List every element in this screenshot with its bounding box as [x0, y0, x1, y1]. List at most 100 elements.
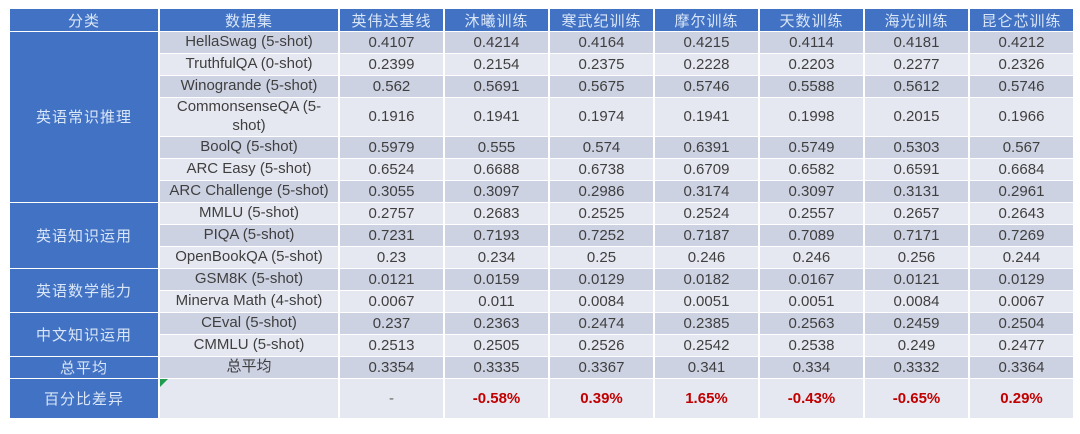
value-cell: 0.249: [863, 333, 970, 357]
value-cell: 0.6688: [443, 157, 550, 181]
value-cell: 0.3097: [443, 179, 550, 203]
value-cell: 0.3364: [968, 355, 1075, 379]
value-cell: 0.2015: [863, 97, 970, 137]
value-cell: 0.1941: [653, 97, 760, 137]
value-cell: 0.2563: [758, 311, 865, 335]
table-row: Minerva Math (4-shot) 0.0067 0.011 0.0084 0.…: [9, 289, 1075, 313]
dataset-cell: TruthfulQA (0-shot): [158, 53, 340, 76]
value-cell: 0.3131: [863, 179, 970, 203]
value-cell: 0.5588: [758, 75, 865, 98]
value-cell: 0.5746: [968, 75, 1075, 98]
dataset-cell: Minerva Math (4-shot): [158, 289, 340, 313]
dataset-cell: 总平均: [158, 355, 340, 379]
value-cell: 0.4212: [968, 31, 1075, 54]
value-cell: 0.2504: [968, 311, 1075, 335]
column-header-5: 摩尔训练: [653, 8, 760, 32]
column-header-3: 沐曦训练: [443, 8, 550, 32]
dataset-cell: CommonsenseQA (5-shot): [158, 97, 340, 137]
value-cell: 0.2277: [863, 53, 970, 76]
diff-value-cell: 0.39%: [548, 377, 655, 419]
value-cell: 0.246: [653, 245, 760, 269]
value-cell: 0.3174: [653, 179, 760, 203]
dataset-cell: HellaSwag (5-shot): [158, 31, 340, 54]
column-header-8: 昆仑芯训练: [968, 8, 1075, 32]
value-cell: 0.0051: [758, 289, 865, 313]
table-row: 百分比差异 - -0.58% 0.39% 1.65% -0.43% -0.65% 0.29%: [8, 377, 1075, 419]
benchmark-table: 分类 数据集 英伟达基线 沐曦训练 寒武纪训练 摩尔训练 天数训练 海光训练 昆仑芯训练 英语常…: [8, 8, 1075, 419]
value-cell: 0.7187: [653, 223, 760, 247]
value-cell: 0.2399: [338, 53, 445, 76]
table-row: ARC Easy (5-shot) 0.6524 0.6688 0.6738 0.670…: [9, 157, 1075, 181]
table-row: CMMLU (5-shot) 0.2513 0.2505 0.2526 0.2542 0.…: [9, 333, 1075, 357]
category-cell: 百分比差异: [8, 377, 160, 419]
dataset-cell: CMMLU (5-shot): [158, 333, 340, 357]
value-cell: 0.2643: [968, 201, 1075, 225]
value-cell: 0.7089: [758, 223, 865, 247]
value-cell: 0.2203: [758, 53, 865, 76]
value-cell: 0.23: [338, 245, 445, 269]
value-cell: 0.3055: [338, 179, 445, 203]
value-cell: 0.2228: [653, 53, 760, 76]
diff-value-cell: -0.65%: [863, 377, 970, 419]
value-cell: 0.2363: [443, 311, 550, 335]
value-cell: 0.256: [863, 245, 970, 269]
value-cell: 0.0067: [338, 289, 445, 313]
value-cell: 0.567: [968, 135, 1075, 159]
header-row: 分类 数据集 英伟达基线 沐曦训练 寒武纪训练 摩尔训练 天数训练 海光训练 昆仑芯训练: [8, 8, 1075, 32]
cell-error-indicator-icon: [161, 379, 168, 387]
value-cell: 0.2683: [443, 201, 550, 225]
value-cell: 0.1974: [548, 97, 655, 137]
category-cell: 总平均: [8, 355, 160, 379]
value-cell: 0.5749: [758, 135, 865, 159]
value-cell: 0.4114: [758, 31, 865, 54]
value-cell: 0.5303: [863, 135, 970, 159]
table-row: 英语知识运用 MMLU (5-shot) 0.2757 0.2683 0.2525 0.2…: [8, 201, 1075, 269]
value-cell: 0.0121: [863, 267, 970, 291]
diff-value-cell: 0.29%: [968, 377, 1075, 419]
value-cell: 0.2505: [443, 333, 550, 357]
value-cell: 0.6684: [968, 157, 1075, 181]
value-cell: 0.4107: [338, 31, 445, 54]
value-cell: 0.25: [548, 245, 655, 269]
value-cell: 0.6738: [548, 157, 655, 181]
value-cell: 0.4164: [548, 31, 655, 54]
table-row: 英语常识推理 HellaSwag (5-shot) 0.4107 0.4214 0.41…: [8, 31, 1075, 203]
value-cell: 0.6524: [338, 157, 445, 181]
dataset-cell: Winogrande (5-shot): [158, 75, 340, 98]
value-cell: 0.574: [548, 135, 655, 159]
value-cell: 0.0159: [443, 267, 550, 291]
value-cell: 0.234: [443, 245, 550, 269]
table-row: 英语数学能力 GSM8K (5-shot) 0.0121 0.0159 0.0129 0.…: [8, 267, 1075, 313]
category-cell: 英语知识运用: [8, 201, 160, 269]
value-cell: 0.246: [758, 245, 865, 269]
value-cell: 0.3367: [548, 355, 655, 379]
table-row: Winogrande (5-shot) 0.562 0.5691 0.5675 0.57…: [9, 75, 1075, 98]
table-row: PIQA (5-shot) 0.7231 0.7193 0.7252 0.7187 0.7…: [9, 223, 1075, 247]
value-cell: 0.0121: [338, 267, 445, 291]
value-cell: 0.2154: [443, 53, 550, 76]
value-cell: 0.7252: [548, 223, 655, 247]
table-row: BoolQ (5-shot) 0.5979 0.555 0.574 0.6391 0.57…: [9, 135, 1075, 159]
table-row: ARC Challenge (5-shot) 0.3055 0.3097 0.2986…: [9, 179, 1075, 203]
value-cell: 0.2385: [653, 311, 760, 335]
value-cell: 0.2375: [548, 53, 655, 76]
value-cell: 0.2477: [968, 333, 1075, 357]
dataset-cell: [158, 377, 340, 419]
value-cell: 0.2557: [758, 201, 865, 225]
value-cell: 0.5612: [863, 75, 970, 98]
value-cell: -: [338, 377, 445, 419]
value-cell: 0.3335: [443, 355, 550, 379]
category-cell: 中文知识运用: [8, 311, 160, 357]
diff-value-cell: 1.65%: [653, 377, 760, 419]
table-body: 英语常识推理 HellaSwag (5-shot) 0.4107 0.4214 0.41…: [8, 31, 1075, 419]
value-cell: 0.7231: [338, 223, 445, 247]
value-cell: 0.2474: [548, 311, 655, 335]
table-row: CommonsenseQA (5-shot) 0.1916 0.1941 0.1974…: [9, 97, 1075, 137]
value-cell: 0.0129: [968, 267, 1075, 291]
value-cell: 0.5691: [443, 75, 550, 98]
category-cell: 英语数学能力: [8, 267, 160, 313]
dataset-cell: OpenBookQA (5-shot): [158, 245, 340, 269]
dataset-cell: MMLU (5-shot): [158, 201, 340, 225]
value-cell: 0.0051: [653, 289, 760, 313]
diff-value-cell: -0.58%: [443, 377, 550, 419]
